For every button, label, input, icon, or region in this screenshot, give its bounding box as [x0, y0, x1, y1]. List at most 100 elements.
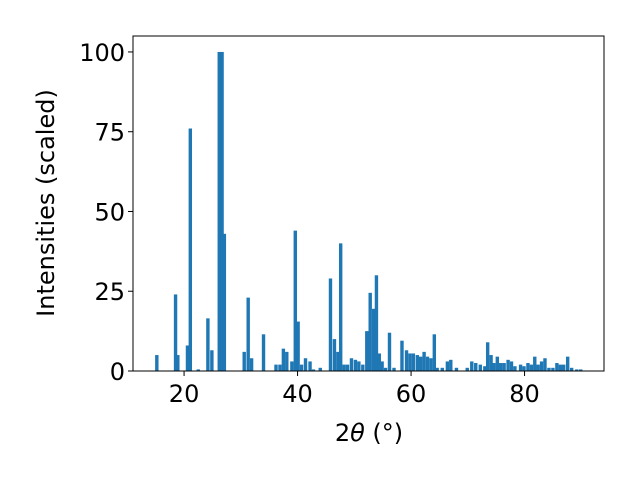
bar [522, 366, 526, 371]
bar [445, 361, 450, 371]
bar [311, 369, 316, 371]
bar [318, 367, 322, 371]
bar [308, 361, 312, 371]
bar [411, 353, 416, 371]
bar [543, 358, 547, 371]
bar [536, 364, 540, 371]
bar [509, 361, 514, 371]
bar [492, 363, 496, 371]
bar [579, 369, 583, 371]
bar [506, 359, 510, 371]
bar [188, 128, 193, 371]
bar [293, 230, 297, 371]
bar [299, 364, 304, 371]
bar [222, 233, 227, 371]
bar [210, 350, 214, 371]
bar [278, 364, 282, 371]
bar [274, 364, 278, 371]
bar [435, 367, 439, 371]
bar [383, 367, 388, 371]
bar [281, 348, 286, 371]
y-axis-ticks: 0 25 50 75 100 [79, 39, 133, 386]
bar [338, 243, 343, 371]
y-axis-label: Intensities (scaled) [32, 89, 60, 317]
bar [432, 334, 437, 371]
bar [392, 367, 396, 371]
bar [342, 364, 346, 371]
bar [478, 364, 482, 371]
bar [361, 364, 365, 371]
bar [419, 356, 423, 371]
bar [332, 339, 337, 371]
bar [429, 358, 433, 371]
bar [562, 364, 566, 371]
x-tick-label: 20 [169, 380, 200, 408]
bar [176, 355, 180, 371]
bar [529, 364, 534, 371]
bar [499, 363, 503, 371]
x-axis-label-main: 2 [335, 419, 350, 447]
bar [526, 363, 530, 371]
bar [489, 355, 493, 371]
bar [551, 367, 555, 371]
bar [449, 359, 453, 371]
bar [217, 51, 221, 371]
bar [368, 292, 372, 371]
bar [220, 51, 224, 371]
bar [575, 369, 579, 371]
bar [502, 363, 506, 371]
bar [454, 367, 459, 371]
bar [474, 363, 478, 371]
bar [353, 359, 358, 371]
bar [303, 358, 308, 371]
x-axis-label-unit: (°) [365, 419, 403, 447]
bar [261, 334, 266, 371]
bar [155, 355, 159, 371]
bar [533, 356, 537, 371]
bar [387, 332, 392, 371]
y-tick-label: 0 [110, 358, 125, 386]
bar [513, 366, 517, 371]
x-tick-label: 80 [509, 380, 540, 408]
bar [422, 351, 426, 371]
bar [185, 345, 190, 371]
bar [242, 351, 246, 371]
bar [555, 363, 559, 371]
bar [328, 278, 333, 371]
bar [336, 351, 340, 371]
y-tick-label: 100 [79, 39, 125, 67]
bar [415, 355, 419, 371]
bar [206, 318, 210, 371]
bar [569, 367, 574, 371]
x-axis-label: 2θ (°) [335, 419, 403, 447]
bar [547, 367, 551, 371]
bar [495, 356, 500, 371]
bar [380, 361, 384, 371]
plot-frame [132, 35, 605, 372]
bar [400, 340, 404, 371]
bar [196, 369, 200, 371]
bar [425, 356, 430, 371]
x-tick-label: 40 [282, 380, 313, 408]
bar [249, 358, 254, 371]
bar [485, 342, 490, 371]
bar [440, 367, 444, 371]
bar [290, 361, 294, 371]
bar [518, 364, 523, 371]
x-axis-label-theta: θ [350, 419, 365, 447]
bar [365, 331, 369, 371]
y-tick-label: 25 [94, 278, 125, 306]
bar [565, 356, 570, 371]
bar [558, 364, 562, 371]
bar [371, 308, 376, 371]
bar [285, 351, 289, 371]
bar [173, 294, 178, 371]
x-tick-label: 60 [396, 380, 427, 408]
bar [246, 297, 250, 371]
bar [465, 367, 469, 371]
bar [296, 321, 300, 371]
bar [470, 361, 474, 371]
bar [483, 366, 487, 371]
bar [377, 353, 381, 371]
bar [404, 350, 409, 371]
